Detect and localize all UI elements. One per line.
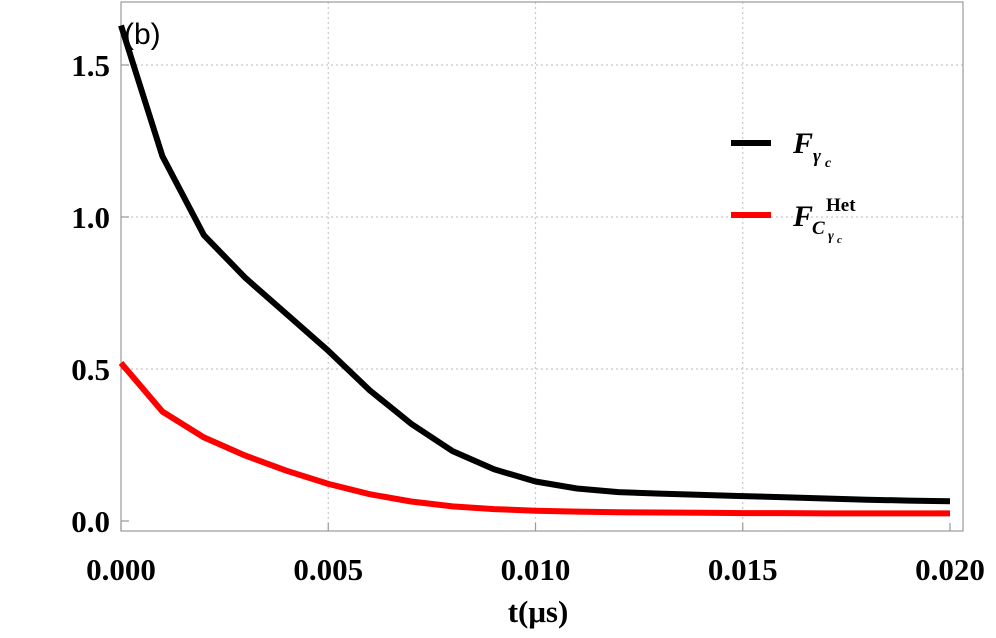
panel-label: (b)	[124, 18, 161, 51]
y-tick-label: 0.0	[71, 504, 110, 539]
svg-text:Het: Het	[826, 195, 856, 216]
y-tick-label: 1.5	[71, 48, 110, 83]
legend-label-fhet: F Het C γ c	[792, 195, 856, 246]
svg-text:γ: γ	[813, 146, 821, 167]
svg-text:c: c	[837, 234, 842, 246]
legend-label-fgc: F γ c	[792, 127, 832, 171]
x-tick-label: 0.000	[86, 552, 156, 587]
x-tick-labels: 0.000 0.005 0.010 0.015 0.020	[86, 552, 985, 587]
y-tick-labels: 0.0 0.5 1.0 1.5	[71, 48, 110, 539]
svg-text:C: C	[812, 218, 825, 239]
series-lines	[118, 24, 951, 517]
x-tick-label: 0.020	[915, 552, 985, 587]
y-tick-label: 1.0	[71, 200, 110, 235]
series-line-fhet	[118, 360, 950, 517]
x-tick-label: 0.015	[708, 552, 778, 587]
x-tick-label: 0.010	[501, 552, 571, 587]
series-line-fgc	[118, 24, 951, 505]
svg-text:F: F	[792, 200, 813, 233]
legend: F γ c F Het C γ c	[731, 127, 856, 246]
y-tick-label: 0.5	[71, 352, 110, 387]
x-axis-title: t(μs)	[508, 594, 569, 629]
grid-lines	[121, 2, 963, 531]
svg-text:c: c	[825, 156, 832, 171]
svg-text:F: F	[792, 127, 813, 160]
svg-text:γ: γ	[828, 229, 834, 244]
x-tick-label: 0.005	[293, 552, 363, 587]
plot-frame	[120, 1, 964, 532]
